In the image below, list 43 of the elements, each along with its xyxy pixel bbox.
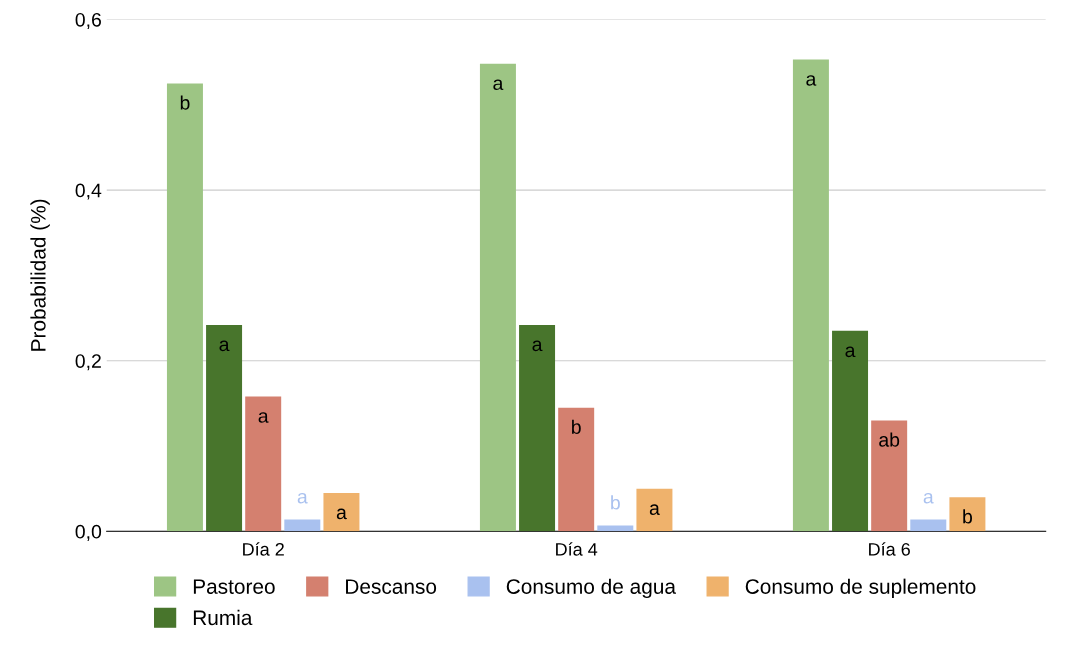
data-label: a xyxy=(806,75,817,86)
bar xyxy=(597,525,634,532)
y-tick-label: 0,2 xyxy=(75,354,101,371)
data-label: a xyxy=(923,492,934,504)
y-tick-label: 0,0 xyxy=(75,524,102,541)
data-label: b xyxy=(963,509,973,524)
y-tick-label: 0,6 xyxy=(75,12,101,29)
data-label: b xyxy=(611,495,620,510)
data-label: a xyxy=(532,340,543,352)
data-label: b xyxy=(180,95,190,110)
data-label: a xyxy=(219,340,230,352)
data-label: b xyxy=(572,419,581,434)
x-tick-label: Día 4 xyxy=(556,542,598,556)
bar xyxy=(832,330,869,532)
data-label: a xyxy=(845,346,856,358)
bar xyxy=(636,488,673,532)
bar xyxy=(910,519,947,532)
data-label: a xyxy=(336,508,347,520)
data-label: a xyxy=(258,412,269,423)
legend-label: Rumia xyxy=(193,609,253,626)
data-label: a xyxy=(649,504,660,515)
legend-label: Descanso xyxy=(346,579,437,594)
data-label: a xyxy=(297,492,308,504)
bar xyxy=(284,519,321,532)
data-label: a xyxy=(493,79,504,91)
y-axis-title: Probabilidad (%) xyxy=(30,199,50,351)
x-tick-label: Día 2 xyxy=(243,542,284,556)
bar xyxy=(479,63,516,532)
y-tick-label: 0,4 xyxy=(75,183,102,200)
data-label: ab xyxy=(879,432,900,447)
bar xyxy=(558,407,595,532)
legend-label: Pastoreo xyxy=(193,579,275,594)
x-tick-label: Día 6 xyxy=(869,542,910,556)
bar xyxy=(166,83,203,532)
bar xyxy=(871,420,908,532)
bar xyxy=(245,396,282,532)
bar xyxy=(519,324,556,532)
bar xyxy=(949,497,986,532)
bar xyxy=(206,324,243,532)
legend-label: Consumo de agua xyxy=(506,578,676,599)
bar xyxy=(792,59,829,532)
legend-label: Consumo de suplemento xyxy=(745,578,976,599)
bar xyxy=(323,492,360,532)
